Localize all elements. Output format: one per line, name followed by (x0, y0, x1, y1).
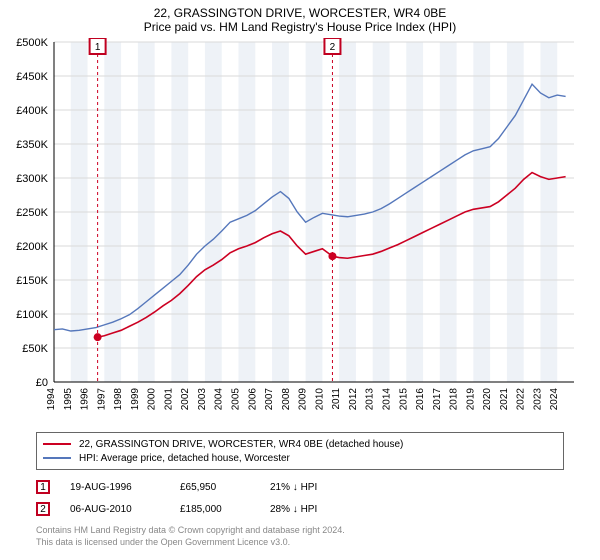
legend-row: HPI: Average price, detached house, Worc… (43, 451, 557, 465)
x-tick-label: 2000 (147, 388, 158, 411)
chart-area: £0 £50K £100K £150K £200K £250K £300K £350K £400… (0, 38, 600, 428)
marker-number: 1 (95, 42, 101, 53)
y-tick-label: £400K (16, 105, 48, 117)
x-tick-label: 2024 (549, 388, 560, 411)
chart-title: 22, GRASSINGTON DRIVE, WORCESTER, WR4 0B… (0, 0, 600, 20)
event-price: £185,000 (180, 504, 250, 515)
legend-swatch (43, 443, 71, 445)
event-marker: 2 (36, 502, 50, 516)
event-date: 06-AUG-2010 (70, 504, 160, 515)
y-tick-label: £350K (16, 139, 48, 151)
x-tick-label: 2012 (348, 388, 359, 411)
attribution-line2: This data is licensed under the Open Gov… (36, 536, 564, 548)
x-tick-label: 2017 (432, 388, 443, 411)
legend-row: 22, GRASSINGTON DRIVE, WORCESTER, WR4 0B… (43, 437, 557, 451)
x-tick-label: 2002 (180, 388, 191, 411)
legend: 22, GRASSINGTON DRIVE, WORCESTER, WR4 0B… (36, 432, 564, 470)
x-tick-label: 1999 (130, 388, 141, 411)
x-tick-label: 2001 (163, 388, 174, 411)
y-tick-label: £50K (22, 343, 48, 355)
x-tick-label: 2015 (398, 388, 409, 411)
x-tick-label: 1996 (80, 388, 91, 411)
x-tick-label: 1997 (96, 388, 107, 411)
y-tick-label: £0 (36, 377, 48, 389)
x-tick-label: 2009 (298, 388, 309, 411)
event-date: 19-AUG-1996 (70, 482, 160, 493)
x-tick-label: 2020 (482, 388, 493, 411)
x-tick-label: 1994 (46, 388, 57, 411)
event-row: 1 19-AUG-1996 £65,950 21% ↓ HPI (36, 476, 564, 498)
x-tick-label: 2016 (415, 388, 426, 411)
y-tick-label: £450K (16, 71, 48, 83)
legend-swatch (43, 457, 71, 459)
x-tick-label: 2018 (449, 388, 460, 411)
event-delta: 28% ↓ HPI (270, 504, 350, 515)
event-price: £65,950 (180, 482, 250, 493)
x-tick-label: 2013 (365, 388, 376, 411)
y-tick-label: £300K (16, 173, 48, 185)
event-delta: 21% ↓ HPI (270, 482, 350, 493)
x-tick-label: 1995 (63, 388, 74, 411)
x-tick-label: 2007 (264, 388, 275, 411)
x-tick-label: 2003 (197, 388, 208, 411)
x-tick-label: 2008 (281, 388, 292, 411)
marker-dot (94, 333, 102, 341)
y-tick-label: £100K (16, 309, 48, 321)
x-tick-label: 2019 (465, 388, 476, 411)
y-tick-label: £500K (16, 38, 48, 49)
chart-subtitle: Price paid vs. HM Land Registry's House … (0, 20, 600, 38)
y-tick-label: £200K (16, 241, 48, 253)
y-tick-label: £150K (16, 275, 48, 287)
x-tick-label: 2011 (331, 388, 342, 410)
attribution-line1: Contains HM Land Registry data © Crown c… (36, 524, 564, 536)
x-tick-label: 2005 (231, 388, 242, 411)
attribution: Contains HM Land Registry data © Crown c… (36, 524, 564, 548)
x-tick-label: 2022 (516, 388, 527, 411)
x-tick-label: 2021 (499, 388, 510, 411)
event-row: 2 06-AUG-2010 £185,000 28% ↓ HPI (36, 498, 564, 520)
x-tick-label: 1998 (113, 388, 124, 411)
x-tick-label: 2004 (214, 388, 225, 411)
legend-label: 22, GRASSINGTON DRIVE, WORCESTER, WR4 0B… (79, 439, 403, 450)
x-tick-label: 2010 (314, 388, 325, 411)
marker-dot (328, 252, 336, 260)
marker-number: 2 (330, 42, 336, 53)
legend-label: HPI: Average price, detached house, Worc… (79, 453, 290, 464)
events-table: 1 19-AUG-1996 £65,950 21% ↓ HPI 2 06-AUG-2010… (36, 476, 564, 520)
event-marker: 1 (36, 480, 50, 494)
x-tick-label: 2006 (247, 388, 258, 411)
x-tick-label: 2023 (532, 388, 543, 411)
y-tick-label: £250K (16, 207, 48, 219)
chart-svg: £0 £50K £100K £150K £200K £250K £300K £350K £400… (0, 38, 600, 428)
x-tick-label: 2014 (381, 388, 392, 411)
